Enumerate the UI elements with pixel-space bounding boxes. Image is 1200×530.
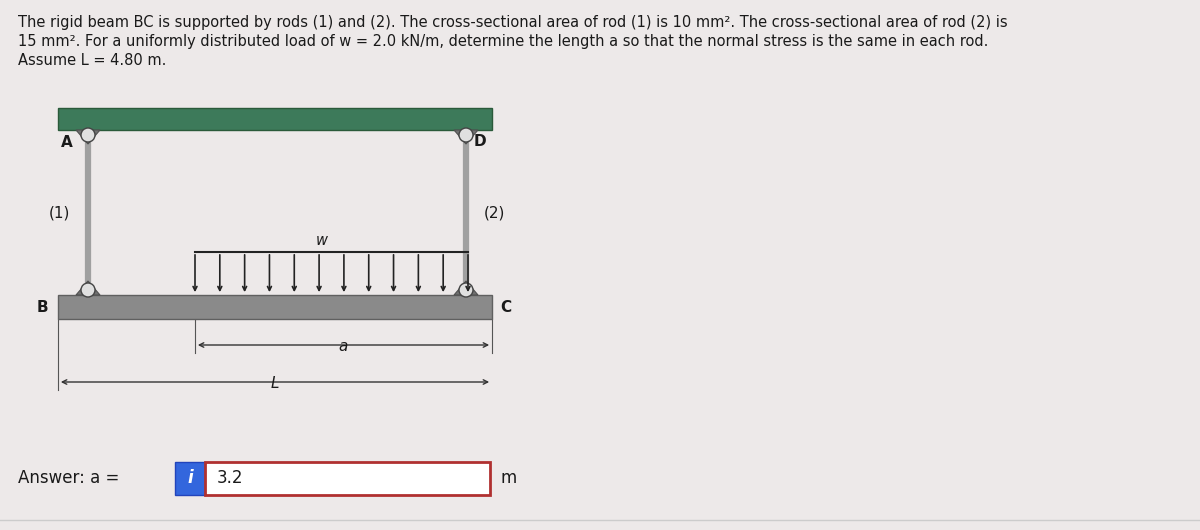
Circle shape	[458, 128, 473, 142]
Bar	[58, 295, 492, 319]
Text: B: B	[36, 299, 48, 314]
Text: Answer: a =: Answer: a =	[18, 469, 119, 487]
Circle shape	[82, 128, 95, 142]
Text: m: m	[500, 469, 516, 487]
Polygon shape	[76, 130, 100, 144]
Polygon shape	[454, 130, 478, 144]
Polygon shape	[454, 281, 478, 295]
Text: The rigid beam BC is supported by rods (1) and (2). The cross-sectional area of : The rigid beam BC is supported by rods (…	[18, 15, 1008, 30]
Circle shape	[458, 283, 473, 297]
Text: L: L	[271, 376, 280, 391]
Text: w: w	[316, 233, 328, 248]
Text: 3.2: 3.2	[217, 469, 244, 487]
Text: (1): (1)	[49, 205, 70, 220]
Text: (2): (2)	[484, 205, 505, 220]
Text: C: C	[500, 299, 511, 314]
Bar	[205, 462, 490, 495]
Text: a: a	[338, 339, 348, 354]
Text: i: i	[187, 469, 193, 487]
Text: Assume L = 4.80 m.: Assume L = 4.80 m.	[18, 53, 167, 68]
Text: D: D	[474, 134, 487, 149]
Polygon shape	[76, 281, 100, 295]
Text: 15 mm². For a uniformly distributed load of w = 2.0 kN/m, determine the length a: 15 mm². For a uniformly distributed load…	[18, 34, 989, 49]
Bar	[175, 462, 205, 495]
Circle shape	[82, 283, 95, 297]
Text: A: A	[61, 135, 73, 150]
Bar	[58, 108, 492, 130]
